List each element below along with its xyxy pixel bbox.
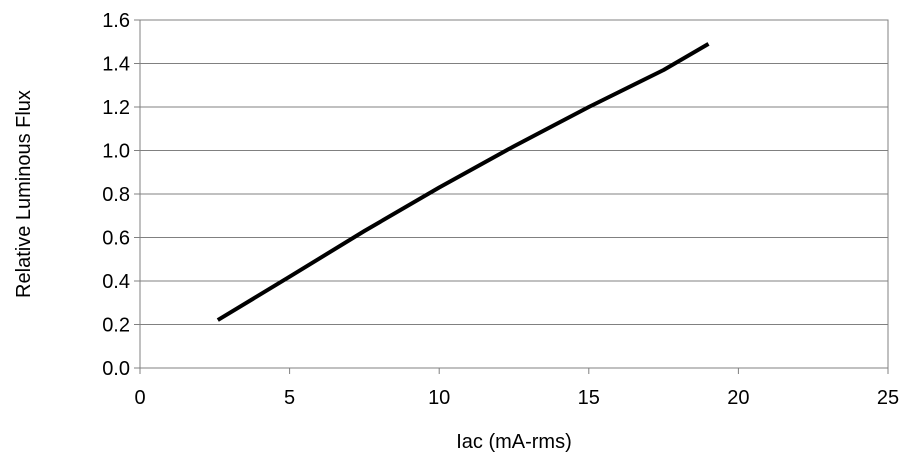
y-tick-label: 1.0 xyxy=(102,141,130,163)
x-axis-title: Iac (mA-rms) xyxy=(456,431,572,453)
y-axis-ticks: 0.0 0.2 0.4 0.6 0.8 1.0 1.2 1.4 1.6 xyxy=(102,10,140,380)
y-tick-label: 1.2 xyxy=(102,97,130,119)
y-tick-label: 0.0 xyxy=(102,358,130,380)
x-tick-label: 20 xyxy=(727,387,749,409)
x-tick-label: 15 xyxy=(578,387,600,409)
y-tick-label: 0.4 xyxy=(102,271,130,293)
x-axis-ticks: 0 5 10 15 20 25 xyxy=(134,368,899,409)
x-tick-label: 0 xyxy=(134,387,145,409)
y-tick-label: 1.4 xyxy=(102,54,130,76)
y-tick-label: 0.6 xyxy=(102,228,130,250)
y-tick-label: 0.2 xyxy=(102,315,130,337)
gridlines xyxy=(140,63,888,325)
x-tick-label: 25 xyxy=(877,387,899,409)
y-tick-label: 1.6 xyxy=(102,10,130,32)
x-tick-label: 10 xyxy=(428,387,450,409)
y-tick-label: 0.8 xyxy=(102,184,130,206)
x-tick-label: 5 xyxy=(284,387,295,409)
series-line-0 xyxy=(216,42,710,322)
y-axis-title: Relative Luminous Flux xyxy=(13,90,35,298)
series-layer xyxy=(216,42,710,322)
